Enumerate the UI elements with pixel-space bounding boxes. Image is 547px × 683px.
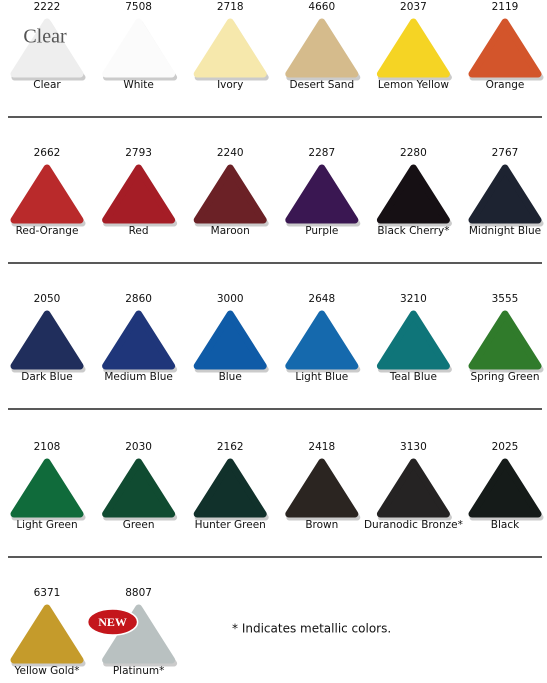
- color-code: 2030: [125, 441, 152, 453]
- color-name: Blue: [219, 371, 242, 383]
- swatch: [468, 310, 542, 370]
- color-name: Light Green: [16, 519, 77, 531]
- color-name: Desert Sand: [289, 79, 354, 91]
- color-name: Orange: [486, 79, 525, 91]
- swatch: [10, 604, 84, 664]
- color-name: Lemon Yellow: [378, 79, 450, 91]
- color-name: Brown: [305, 519, 338, 531]
- swatch: [376, 310, 450, 370]
- note: * Indicates metallic colors.: [232, 622, 391, 636]
- color-name: Dark Blue: [21, 371, 73, 383]
- color-name: Yellow Gold*: [13, 665, 79, 677]
- badge: [86, 608, 139, 636]
- color-name: Ivory: [217, 79, 243, 91]
- color-code: 8807: [125, 587, 152, 599]
- color-code: 3210: [400, 293, 427, 305]
- swatch: [10, 310, 84, 370]
- swatch: [285, 458, 359, 518]
- color-code: 2280: [400, 147, 427, 159]
- badge-label: NEW: [98, 615, 127, 629]
- swatch: [193, 458, 267, 518]
- color-code: 7508: [125, 1, 152, 13]
- swatch: [376, 458, 450, 518]
- color-code: 2119: [492, 1, 519, 13]
- color-name: Black Cherry*: [377, 225, 449, 237]
- swatch: [285, 164, 359, 224]
- color-code: 2222: [34, 1, 61, 13]
- swatch: [468, 18, 542, 78]
- color-name: Midnight Blue: [469, 225, 541, 237]
- color-name: Black: [491, 519, 520, 531]
- color-name: Medium Blue: [104, 371, 173, 383]
- color-name: Platinum*: [113, 665, 165, 677]
- color-name: Green: [123, 519, 155, 531]
- color-code: 2240: [217, 147, 244, 159]
- color-name: Clear: [33, 79, 61, 91]
- color-name: Red: [129, 225, 149, 237]
- swatch: [285, 18, 359, 78]
- swatch: [102, 164, 176, 224]
- color-name: Teal Blue: [389, 371, 437, 383]
- color-code: 2648: [308, 293, 335, 305]
- color-code: 2025: [492, 441, 519, 453]
- swatch: [102, 18, 176, 78]
- swatch: [10, 458, 84, 518]
- color-code: 4660: [308, 1, 335, 13]
- swatch: [376, 18, 450, 78]
- swatch: [468, 164, 542, 224]
- color-code: 3000: [217, 293, 244, 305]
- color-code: 2287: [308, 147, 335, 159]
- color-code: 2050: [34, 293, 61, 305]
- color-name: Hunter Green: [195, 519, 266, 531]
- swatch: [285, 310, 359, 370]
- swatch: [10, 18, 84, 78]
- color-code: 2718: [217, 1, 244, 13]
- color-code: 2108: [34, 441, 61, 453]
- swatch: [193, 18, 267, 78]
- color-name: Spring Green: [470, 371, 539, 383]
- swatch: [102, 458, 176, 518]
- color-name: White: [123, 79, 154, 91]
- color-code: 3130: [400, 441, 427, 453]
- swatch: [193, 310, 267, 370]
- color-code: 2037: [400, 1, 427, 13]
- color-code: 6371: [34, 587, 61, 599]
- color-name: Red-Orange: [16, 225, 79, 237]
- swatch: [102, 310, 176, 370]
- swatch: [468, 458, 542, 518]
- color-code: 2767: [492, 147, 519, 159]
- color-code: 2662: [34, 147, 61, 159]
- swatch-overlay: Clear: [23, 26, 67, 48]
- color-name: Duranodic Bronze*: [364, 519, 463, 531]
- swatch: [376, 164, 450, 224]
- swatch: [10, 164, 84, 224]
- color-code: 2793: [125, 147, 152, 159]
- color-code: 2860: [125, 293, 152, 305]
- color-code: 2162: [217, 441, 244, 453]
- color-name: Light Blue: [295, 371, 348, 383]
- color-name: Maroon: [211, 225, 250, 237]
- color-code: 2418: [308, 441, 335, 453]
- swatch: [193, 164, 267, 224]
- color-code: 3555: [492, 293, 519, 305]
- color-name: Purple: [305, 225, 338, 237]
